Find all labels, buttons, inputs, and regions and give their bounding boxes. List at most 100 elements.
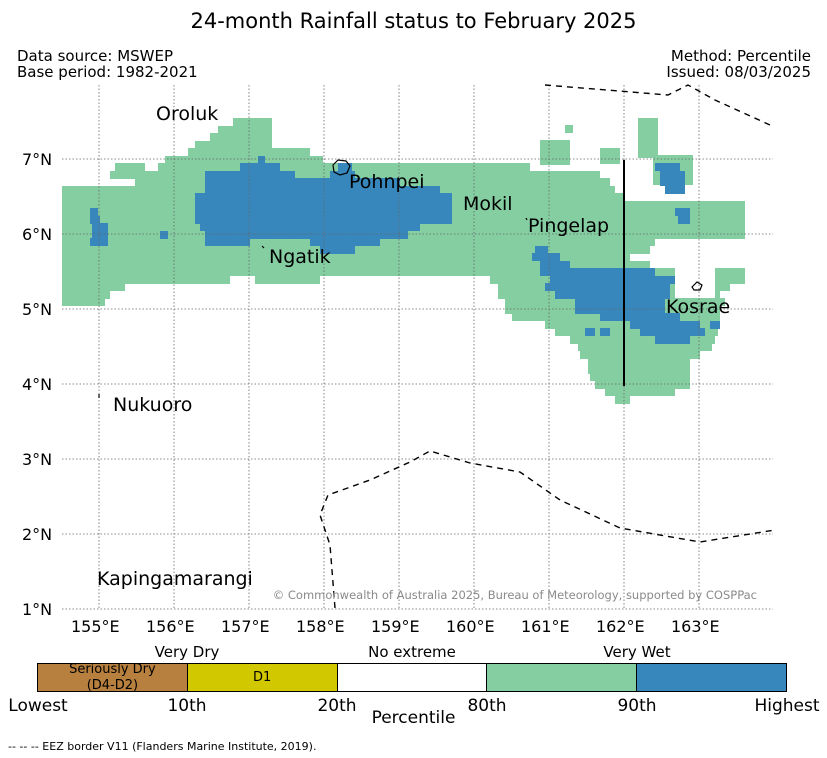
rainfall-cell-very-wet xyxy=(195,141,272,149)
category-label-very-dry: Very Dry xyxy=(154,643,220,661)
rainfall-cell-very-wet xyxy=(600,148,620,164)
rainfall-cell-very-wet xyxy=(605,388,675,396)
map-title: 24-month Rainfall status to February 202… xyxy=(190,9,637,33)
colorbar-segment-very-wet xyxy=(486,664,637,691)
place-pingelap: Pingelap xyxy=(528,215,610,237)
colorbar-tick-80th: 80th xyxy=(467,696,507,716)
segment-label-seriously-dry: Seriously Dry (D4-D2) xyxy=(69,661,156,693)
rainfall-cell-highest xyxy=(90,216,100,224)
rainfall-cell-highest xyxy=(555,291,670,299)
rainfall-cell-highest xyxy=(585,328,595,336)
place-mokil: Mokil xyxy=(463,193,513,215)
pohnpei-island xyxy=(332,159,351,176)
colorbar-segment-no-extreme xyxy=(336,664,487,691)
rainfall-cell-very-wet xyxy=(638,118,658,158)
rainfall-cell-highest xyxy=(205,186,440,194)
lon-tick: 158°E xyxy=(296,617,345,636)
rainfall-cell-very-wet xyxy=(565,125,573,133)
rainfall-cell-highest xyxy=(655,336,690,344)
rainfall-cell-very-wet xyxy=(115,163,145,171)
rainfall-cell-highest xyxy=(310,238,380,246)
rainfall-cell-highest xyxy=(240,163,280,171)
rainfall-cell-highest xyxy=(200,223,420,231)
rainfall-map xyxy=(62,84,776,610)
rainfall-cell-highest xyxy=(550,276,675,284)
rainfall-cell-very-wet xyxy=(210,133,272,141)
rainfall-cell-highest xyxy=(195,216,452,224)
rainfall-cell-highest xyxy=(600,313,680,321)
rainfall-cell-highest xyxy=(540,261,570,269)
rainfall-cell-highest xyxy=(535,246,548,254)
lon-tick: 162°E xyxy=(596,617,645,636)
rainfall-cell-very-wet xyxy=(580,351,700,359)
colorbar-tick-90th: 90th xyxy=(617,696,657,716)
rainfall-cell-highest xyxy=(660,171,685,179)
colorbar-segment-highest xyxy=(636,664,786,691)
eez-border-south xyxy=(319,450,776,609)
lon-tick: 163°E xyxy=(671,617,720,636)
rainfall-cell-highest xyxy=(640,328,705,336)
rainfall-cell-very-wet xyxy=(255,276,320,284)
data-source: Data source: MSWEP xyxy=(17,47,174,65)
island-outlines xyxy=(98,159,703,398)
lat-tick: 5°N xyxy=(22,300,53,319)
copyright-notice: © Commonwealth of Australia 2025, Bureau… xyxy=(272,588,757,602)
place-kosrae: Kosrae xyxy=(666,296,731,318)
lon-tick: 157°E xyxy=(221,617,270,636)
colorbar-tick-20th: 20th xyxy=(317,696,357,716)
rainfall-cell-very-wet xyxy=(540,140,570,165)
place-pohnpei: Pohnpei xyxy=(349,171,425,193)
rainfall-cell-highest xyxy=(710,321,720,329)
place-oroluk: Oroluk xyxy=(156,103,219,125)
eez-border-north xyxy=(544,84,771,126)
rainfall-cell-highest xyxy=(205,178,400,186)
colorbar-tick-lowest: Lowest xyxy=(8,696,68,716)
rainfall-cell-very-wet xyxy=(570,336,715,344)
rainfall-cell-highest xyxy=(320,246,355,254)
rainfall-cells xyxy=(62,118,745,404)
rainfall-cell-very-wet xyxy=(590,373,690,381)
ngatik-atoll xyxy=(261,245,265,249)
kosrae-island xyxy=(691,281,703,291)
colorbar-axis-label: Percentile xyxy=(371,708,456,728)
rainfall-cell-highest xyxy=(330,171,355,179)
rainfall-cell-highest xyxy=(675,208,690,216)
map-gridlines xyxy=(62,85,773,610)
rainfall-cell-very-wet xyxy=(588,358,690,366)
place-nukuoro: Nukuoro xyxy=(113,394,193,416)
lon-tick: 155°E xyxy=(71,617,120,636)
rainfall-cell-very-wet xyxy=(62,246,650,254)
rainfall-cell-highest xyxy=(532,253,560,261)
lat-tick: 7°N xyxy=(22,150,53,169)
rainfall-cell-highest xyxy=(205,171,295,179)
rainfall-cell-highest xyxy=(90,208,98,216)
eez-borders xyxy=(319,84,776,609)
rainfall-cell-very-wet xyxy=(62,268,745,276)
colorbar-segment-d1: D1 xyxy=(186,664,337,691)
lat-tick: 3°N xyxy=(22,450,53,469)
colorbar-segment-seriously-dry: Seriously Dry (D4-D2) xyxy=(38,661,187,693)
rainfall-cell-highest xyxy=(660,178,685,186)
rainfall-cell-highest xyxy=(575,306,665,314)
rainfall-cell-highest xyxy=(338,163,352,171)
colorbar: Seriously Dry (D4-D2) D1 xyxy=(37,661,787,693)
lat-tick: 1°N xyxy=(22,600,53,619)
rainfall-cell-very-wet xyxy=(675,268,715,298)
method: Method: Percentile xyxy=(670,47,811,65)
lon-tick: 161°E xyxy=(521,617,570,636)
rainfall-cell-very-wet xyxy=(595,381,690,389)
rainfall-cell-very-wet xyxy=(233,118,272,126)
rainfall-cell-very-wet xyxy=(615,396,630,404)
rainfall-cell-highest xyxy=(205,231,408,239)
rainfall-cell-very-wet xyxy=(555,328,718,336)
rainfall-cell-very-wet xyxy=(218,126,272,134)
lon-tick: 160°E xyxy=(446,617,495,636)
rainfall-cell-highest xyxy=(92,223,108,231)
rainfall-cell-very-wet xyxy=(62,276,230,284)
rainfall-cell-very-wet xyxy=(165,156,323,164)
rainfall-cell-highest xyxy=(600,328,610,336)
lon-tick: 156°E xyxy=(146,617,195,636)
eez-footnote: -- -- -- EEZ border V11 (Flanders Marine… xyxy=(8,740,317,753)
pingelap-atoll xyxy=(525,217,528,221)
colorbar-tick-10th: 10th xyxy=(167,696,207,716)
